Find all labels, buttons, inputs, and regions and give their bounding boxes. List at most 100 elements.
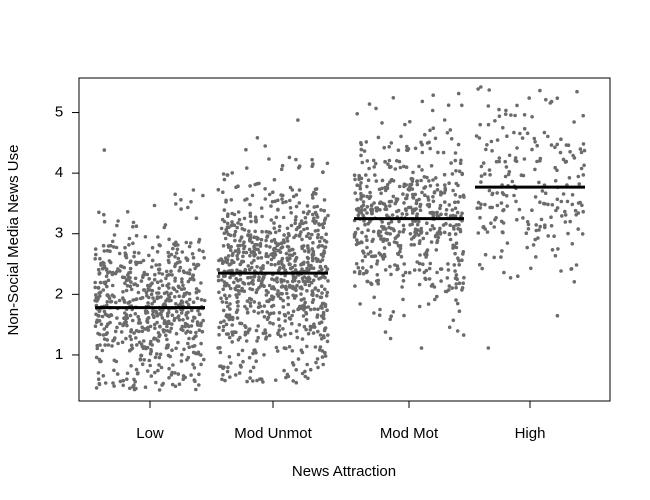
data-point <box>186 310 190 315</box>
data-point <box>446 262 450 266</box>
data-point <box>101 288 106 292</box>
data-point <box>114 270 119 274</box>
data-point <box>479 174 484 178</box>
data-point <box>313 187 318 192</box>
data-point <box>176 340 180 345</box>
data-point <box>408 119 412 124</box>
data-point <box>151 308 155 313</box>
data-point <box>435 187 440 192</box>
data-point <box>453 151 458 155</box>
data-point <box>433 136 438 141</box>
data-point <box>525 131 530 136</box>
data-point <box>575 89 579 94</box>
data-point <box>241 254 245 259</box>
data-point <box>232 260 236 265</box>
data-point <box>358 302 362 306</box>
data-point <box>176 372 181 376</box>
data-point <box>532 136 537 141</box>
data-point <box>478 122 483 127</box>
data-point <box>363 208 367 212</box>
data-point <box>365 159 370 163</box>
data-point <box>186 205 190 210</box>
data-point <box>323 264 328 269</box>
data-point <box>312 216 316 221</box>
data-point <box>413 230 417 234</box>
data-point <box>568 219 572 224</box>
data-point <box>290 321 294 326</box>
data-point <box>297 201 302 205</box>
data-point <box>505 134 509 138</box>
data-point <box>459 158 463 163</box>
data-point <box>271 285 276 289</box>
data-point <box>173 254 177 259</box>
data-point <box>391 194 396 199</box>
data-point <box>306 260 310 265</box>
data-point <box>197 248 202 252</box>
data-point <box>226 245 231 249</box>
data-point <box>152 314 156 319</box>
data-point <box>249 261 254 265</box>
data-point <box>97 319 102 323</box>
data-point <box>490 192 495 197</box>
data-point <box>365 205 370 209</box>
data-point <box>277 260 281 264</box>
data-point <box>134 367 139 372</box>
data-point <box>225 173 230 177</box>
y-tick-label: 1 <box>55 346 63 363</box>
data-point <box>294 329 299 333</box>
data-point <box>377 313 382 318</box>
data-point <box>308 236 312 240</box>
data-point <box>241 359 245 364</box>
data-point <box>294 215 298 219</box>
data-point <box>242 240 246 244</box>
data-point <box>156 235 160 239</box>
data-point <box>154 263 158 267</box>
data-point <box>224 296 229 301</box>
data-point <box>374 179 379 183</box>
data-point <box>149 292 154 297</box>
data-point <box>93 324 98 329</box>
data-point <box>420 168 424 172</box>
data-point <box>546 202 550 207</box>
data-point <box>320 258 325 262</box>
data-point <box>270 277 274 281</box>
data-point <box>170 382 175 387</box>
data-point <box>267 333 272 338</box>
data-point <box>165 324 169 329</box>
data-point <box>301 210 306 215</box>
data-point <box>239 222 243 227</box>
data-point <box>510 179 515 184</box>
data-point <box>525 220 530 224</box>
data-point <box>486 346 491 350</box>
data-point <box>221 308 226 313</box>
data-point <box>390 213 395 217</box>
data-point <box>94 386 99 390</box>
data-point <box>448 223 453 227</box>
data-point <box>316 288 321 293</box>
data-point <box>310 300 315 305</box>
data-point <box>447 325 452 330</box>
data-point <box>504 108 508 113</box>
data-point <box>187 244 192 249</box>
data-point <box>355 197 359 202</box>
data-point <box>281 305 286 309</box>
data-point <box>225 221 230 226</box>
data-point <box>187 336 191 341</box>
data-point <box>311 252 316 257</box>
data-point <box>139 279 144 283</box>
data-point <box>293 268 298 272</box>
data-point <box>134 233 139 238</box>
data-point <box>186 279 191 284</box>
data-point <box>230 333 235 337</box>
data-point <box>514 199 518 204</box>
data-point <box>389 165 393 169</box>
data-point <box>257 250 262 255</box>
data-point <box>265 260 270 265</box>
data-point <box>223 378 227 383</box>
data-point <box>380 121 384 125</box>
data-point <box>456 142 461 147</box>
data-point <box>447 203 452 207</box>
data-point <box>520 136 525 140</box>
data-point <box>229 198 234 202</box>
data-point <box>236 288 241 293</box>
